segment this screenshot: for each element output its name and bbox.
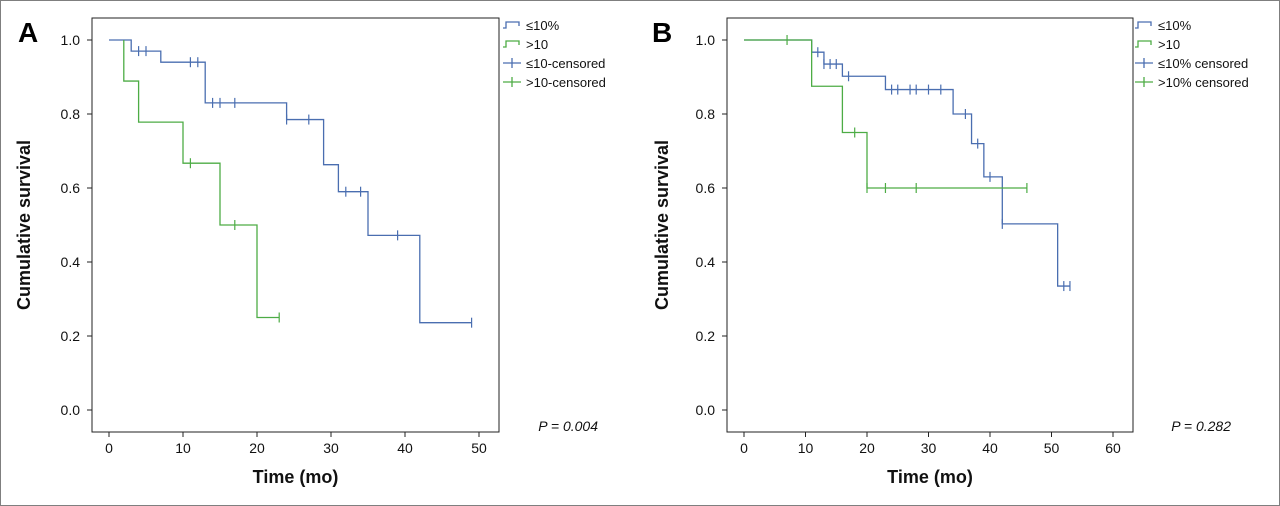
y-tick-label: 0.4 [61, 254, 81, 270]
legend-label: ≤10% [1158, 18, 1192, 33]
y-tick-label: 0.6 [61, 180, 81, 196]
x-tick-label: 20 [249, 440, 265, 456]
y-tick-label: 0.8 [61, 106, 81, 122]
y-tick-label: 0.2 [696, 328, 716, 344]
legend-label: ≤10% censored [1158, 56, 1248, 71]
legend: ≤10% >10 ≤10% censored >10% censored [1135, 18, 1249, 90]
p-value: P = 0.282 [1171, 418, 1231, 434]
x-tick-label: 30 [323, 440, 339, 456]
legend-label: >10 [526, 37, 548, 52]
x-axis-label: Time (mo) [887, 467, 973, 487]
p-value: P = 0.004 [538, 418, 598, 434]
legend-swatch [1135, 21, 1152, 29]
x-tick-label: 40 [397, 440, 413, 456]
panel-letter: B [652, 17, 672, 48]
legend-swatch [1135, 40, 1152, 48]
legend-label: >10-censored [526, 75, 606, 90]
plot-area [726, 17, 1134, 433]
legend-swatch [503, 40, 520, 48]
x-tick-label: 10 [175, 440, 191, 456]
series-line-low [109, 39, 472, 324]
y-tick-label: 0.0 [61, 402, 81, 418]
x-tick-label: 50 [1044, 440, 1060, 456]
y-tick-label: 0.0 [696, 402, 716, 418]
y-tick-label: 0.4 [696, 254, 716, 270]
legend-label: ≤10% [526, 18, 560, 33]
chart-panel-a: A 0 10 20 30 40 50 0.0 0.2 0.4 0.6 0.8 1.0 Time (mo) C… [14, 17, 606, 487]
x-tick-label: 0 [105, 440, 113, 456]
legend: ≤10% >10 ≤10-censored >10-censored [503, 18, 606, 90]
panel-letter: A [18, 17, 38, 48]
series-line-high [744, 39, 1027, 189]
plot-area [91, 17, 500, 433]
legend-label: ≤10-censored [526, 56, 605, 71]
x-axis-label: Time (mo) [253, 467, 339, 487]
y-tick-label: 0.8 [696, 106, 716, 122]
y-tick-label: 1.0 [61, 32, 81, 48]
y-tick-label: 1.0 [696, 32, 716, 48]
y-axis-label: Cumulative survival [14, 140, 34, 310]
x-tick-label: 50 [471, 440, 487, 456]
x-tick-label: 60 [1105, 440, 1121, 456]
legend-swatch [503, 21, 520, 29]
y-tick-label: 0.6 [696, 180, 716, 196]
x-tick-label: 20 [859, 440, 875, 456]
series-line-low [744, 39, 1070, 287]
chart-panel-b: B 0 10 20 30 40 50 60 0.0 0.2 0.4 0.6 0.8 1.0 Time (mo… [652, 17, 1249, 487]
x-tick-label: 0 [740, 440, 748, 456]
y-axis-label: Cumulative survival [652, 140, 672, 310]
series-line-high [123, 40, 280, 319]
legend-label: >10 [1158, 37, 1180, 52]
x-tick-label: 40 [982, 440, 998, 456]
x-tick-label: 10 [798, 440, 814, 456]
legend-label: >10% censored [1158, 75, 1249, 90]
x-tick-label: 30 [921, 440, 937, 456]
y-tick-label: 0.2 [61, 328, 81, 344]
